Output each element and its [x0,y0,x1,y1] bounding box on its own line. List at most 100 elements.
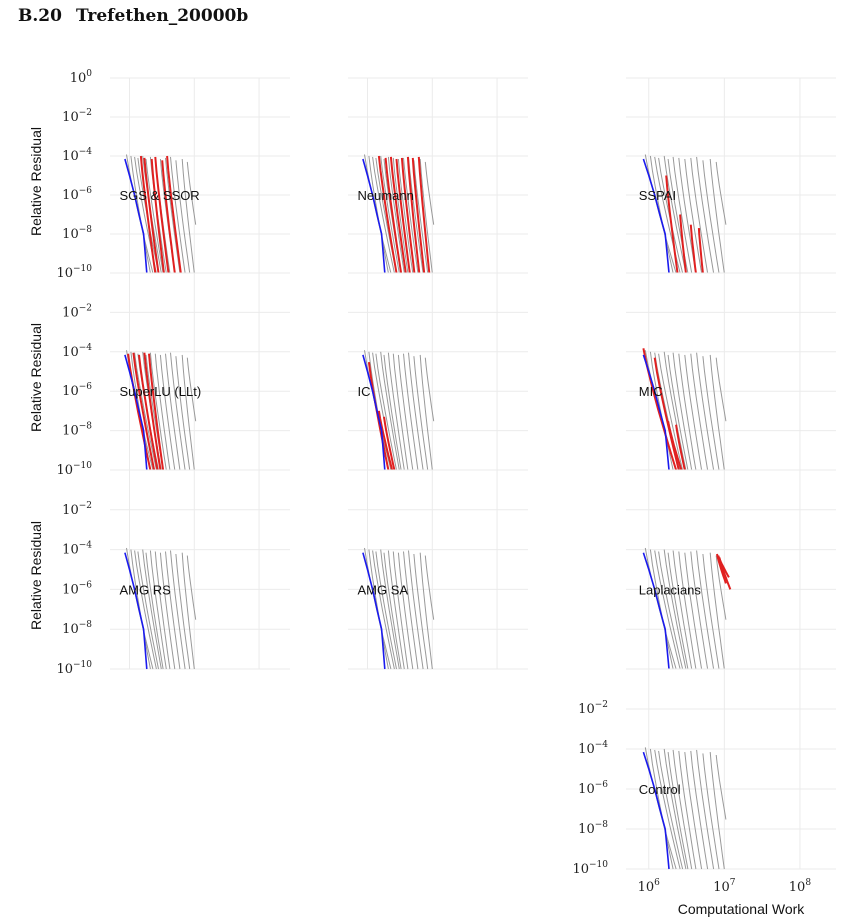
panel-label: AMG SA [358,582,409,597]
highlight-series-line-3 [154,156,170,274]
other-series-line-12 [181,158,195,274]
section-title: Trefethen_20000b [76,6,249,26]
other-series-line-11 [175,160,191,274]
other-series-line-7 [678,353,697,471]
other-series-line-3 [375,551,397,670]
other-series-line-10 [696,352,715,471]
other-series-line-4 [142,549,162,670]
y-axis-title: Relative Residual [28,127,44,236]
highlight-series-line-0 [139,155,157,274]
other-series-line-8 [684,354,703,471]
other-series-line-9 [690,750,709,870]
other-series-line-7 [154,551,171,670]
other-series-line-8 [159,552,176,670]
panel-laplacians: Laplacians [626,469,836,670]
other-series-line-8 [684,552,703,670]
other-series-line-5 [145,158,164,274]
highlight-series-line-0 [377,155,398,274]
other-series-line-4 [380,549,400,670]
other-series-line-3 [375,353,397,471]
other-series-line-5 [667,752,689,870]
panel-label: Control [639,782,681,797]
panel-ic: IC [348,272,528,471]
other-series-line-5 [383,354,402,471]
other-series-line-13 [424,161,435,225]
highlight-series-line-1 [132,352,156,471]
other-series-line-2 [134,352,157,471]
other-series-line-4 [663,351,687,471]
baseline-series-line [642,552,670,670]
y-tick-label: 10−8 [62,225,92,242]
y-tick-label: 10−2 [62,303,92,320]
panel-neumann: Neumann [348,77,528,274]
highlight-series-line-3 [395,158,411,274]
panel-label: SGS & SSOR [120,188,200,203]
other-series-line-8 [684,158,703,274]
panel-label: SSPAI [639,188,676,203]
highlight-series-line-0 [716,553,727,584]
other-series-line-10 [170,156,186,274]
panel-amg-rs: AMG RS 10−2 10−4 10−6 10−8 10−10 Relative Resi… [28,469,290,677]
other-series-line-5 [667,552,689,670]
y-tick-label: 10−8 [62,422,92,439]
highlight-series-line-2 [689,224,697,274]
highlight-series-line-2 [383,416,396,471]
y-tick-label: 10−2 [578,700,608,717]
highlight-series-line-6 [411,157,426,274]
other-series-line-9 [165,353,181,471]
y-tick-label: 10−6 [62,580,92,597]
y-tick-label: 10−10 [572,860,608,877]
panel-superlu-llt: SuperLU (LLt) 10−2 10−4 10−6 10−8 10−10 Relati… [28,272,290,478]
other-series-line-7 [678,750,697,870]
other-series-line-11 [175,356,191,471]
other-series-line-13 [715,357,727,422]
other-series-line-2 [654,749,681,870]
other-series-line-4 [663,549,687,670]
other-series-line-12 [709,158,725,274]
other-series-line-9 [165,551,181,670]
other-series-line-11 [413,356,429,471]
other-series-line-10 [696,749,715,870]
panel-sspai: SSPAI [626,77,836,274]
y-tick-label: 10−8 [62,620,92,637]
other-series-line-7 [678,551,697,670]
other-series-line-4 [663,748,687,870]
other-series-line-3 [658,353,684,471]
highlight-series-line-1 [384,157,403,274]
panel-amg-sa: AMG SA [348,469,528,670]
panel-mic: MIC [626,272,836,471]
other-series-line-10 [408,550,424,670]
other-series-line-13 [186,555,197,620]
y-tick-label: 10−4 [62,541,92,558]
y-tick-label: 10−4 [578,740,608,757]
other-series-line-6 [387,352,405,471]
other-series-line-9 [403,157,419,274]
y-tick-label: 10−6 [62,186,92,203]
y-axis-title: Relative Residual [28,521,44,630]
other-series-line-12 [419,354,433,471]
other-series-line-7 [392,551,409,670]
other-series-line-10 [696,156,715,274]
highlight-series-line-4 [161,160,176,274]
y-tick-label: 10−10 [56,660,92,677]
other-series-line-6 [387,550,405,670]
other-series-line-10 [696,550,715,670]
baseline-series-line [124,354,148,471]
other-series-line-2 [654,550,681,670]
panel-control: Control 10−2 10−4 10−6 10−8 10−10 106 107 108 Com… [572,668,836,917]
baseline-series-line [362,552,386,670]
other-series-line-8 [397,552,414,670]
highlight-series-line-0 [127,353,152,471]
other-series-line-9 [403,353,419,471]
highlight-series-line-5 [166,155,182,274]
other-series-line-10 [408,156,424,274]
baseline-series-line [362,354,386,471]
highlight-series-line-4 [148,353,165,471]
other-series-line-10 [170,550,186,670]
other-series-line-10 [170,352,186,471]
highlight-series-line-2 [150,158,165,274]
baseline-series-line [124,158,148,274]
other-series-line-3 [658,551,684,670]
other-series-line-9 [165,157,181,274]
